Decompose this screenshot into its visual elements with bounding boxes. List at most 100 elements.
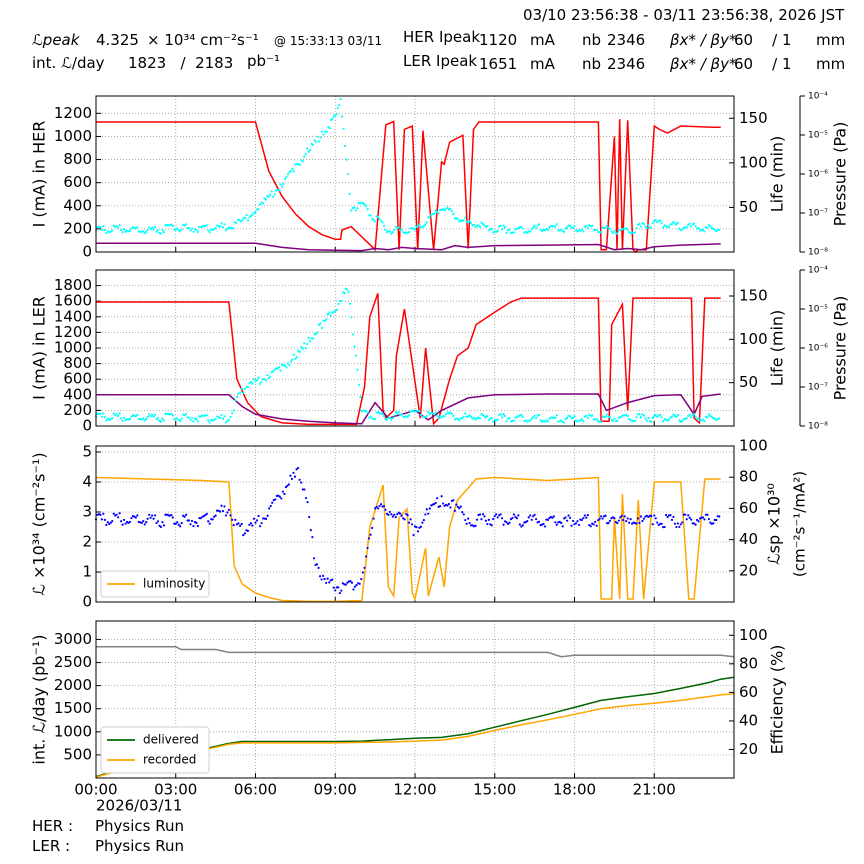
scatter-point (304, 346, 307, 350)
scatter-point (328, 127, 332, 130)
scatter-point (241, 219, 244, 222)
scatter-point (651, 222, 654, 225)
scatter-point (170, 412, 173, 416)
scatter-point (105, 419, 108, 422)
scatter-point (100, 415, 104, 418)
scatter-point (659, 219, 662, 222)
scatter-point (268, 507, 271, 510)
scatter-point (192, 230, 195, 233)
scatter-point (115, 513, 118, 516)
scatter-point (425, 414, 428, 418)
scatter-point (290, 477, 294, 481)
scatter-point (145, 230, 148, 233)
scatter-point (207, 520, 210, 523)
scatter-point (662, 420, 665, 423)
scatter-point (577, 523, 581, 527)
scatter-point (490, 524, 493, 527)
scatter-point (613, 417, 616, 420)
pressure-tick-label: 10⁻⁴ (808, 266, 828, 276)
scatter-point (400, 228, 403, 231)
scatter-point (325, 318, 328, 321)
scatter-point (616, 420, 619, 423)
scatter-point (625, 413, 628, 416)
scatter-point (713, 228, 716, 231)
scatter-point (651, 523, 654, 526)
scatter-point (439, 415, 442, 418)
scatter-point (521, 227, 524, 230)
scatter-point (121, 523, 124, 526)
ler-beta: 60 / 1 (734, 55, 792, 73)
scatter-point (458, 220, 461, 223)
scatter-point (492, 420, 495, 423)
scatter-point (474, 418, 477, 421)
scatter-point (208, 522, 211, 525)
xdate-label: 2026/03/11 (96, 797, 182, 815)
ytick-label: 1600 (54, 292, 92, 310)
scatter-point (412, 533, 415, 537)
scatter-point (555, 223, 558, 226)
footer-ler-status: Physics Run (95, 837, 185, 855)
scatter-point (161, 229, 164, 232)
scatter-point (480, 221, 483, 224)
scatter-point (639, 515, 643, 518)
scatter-point (312, 557, 316, 560)
scatter-point (243, 387, 246, 391)
scatter-point (709, 521, 712, 524)
scatter-point (148, 413, 151, 416)
scatter-point (378, 218, 381, 221)
scatter-point (171, 414, 174, 417)
scatter-point (112, 512, 115, 515)
scatter-point (211, 419, 214, 422)
scatter-point (591, 224, 594, 227)
lpeak-time: @ 15:33:13 03/11 (274, 34, 383, 48)
scatter-point (288, 364, 291, 367)
scatter-point (318, 575, 322, 578)
scatter-point (595, 524, 598, 527)
scatter-point (282, 182, 285, 186)
scatter-point (486, 415, 489, 418)
scatter-point (520, 413, 523, 416)
scatter-point (285, 175, 288, 178)
series-line-delivered (95, 676, 735, 778)
scatter-point (670, 222, 674, 226)
scatter-point (234, 518, 237, 521)
scatter-point (499, 413, 502, 416)
scatter-point (240, 522, 243, 526)
scatter-point (311, 536, 314, 539)
scatter-point (396, 513, 399, 516)
scatter-point (452, 499, 455, 502)
scatter-point (503, 226, 507, 229)
scatter-point (642, 517, 646, 520)
scatter-point (248, 382, 251, 385)
scatter-point (103, 228, 106, 232)
scatter-point (363, 203, 366, 206)
scatter-point (128, 520, 132, 524)
y2tick-label: 100 (739, 437, 768, 455)
scatter-point (456, 218, 459, 221)
scatter-point (309, 529, 312, 532)
scatter-point (105, 523, 108, 526)
scatter-point (690, 416, 693, 419)
scatter-point (502, 224, 505, 227)
scatter-point (120, 417, 123, 420)
scatter-point (322, 133, 325, 136)
scatter-point (455, 503, 458, 506)
scatter-point (325, 581, 328, 585)
scatter-point (120, 229, 123, 232)
ler-beta-label: βx* / βy* (670, 55, 737, 73)
scatter-point (526, 519, 529, 523)
scatter-point (261, 202, 264, 205)
scatter-point (374, 417, 377, 421)
scatter-point (343, 291, 346, 295)
scatter-point (111, 229, 114, 232)
scatter-point (151, 514, 154, 517)
scatter-point (171, 516, 174, 519)
scatter-point (622, 518, 625, 522)
scatter-point (628, 417, 631, 420)
scatter-point (258, 382, 262, 385)
scatter-point (335, 308, 338, 311)
scatter-point (306, 147, 309, 150)
scatter-point (176, 521, 179, 524)
scatter-point (486, 224, 489, 228)
scatter-point (207, 419, 210, 422)
